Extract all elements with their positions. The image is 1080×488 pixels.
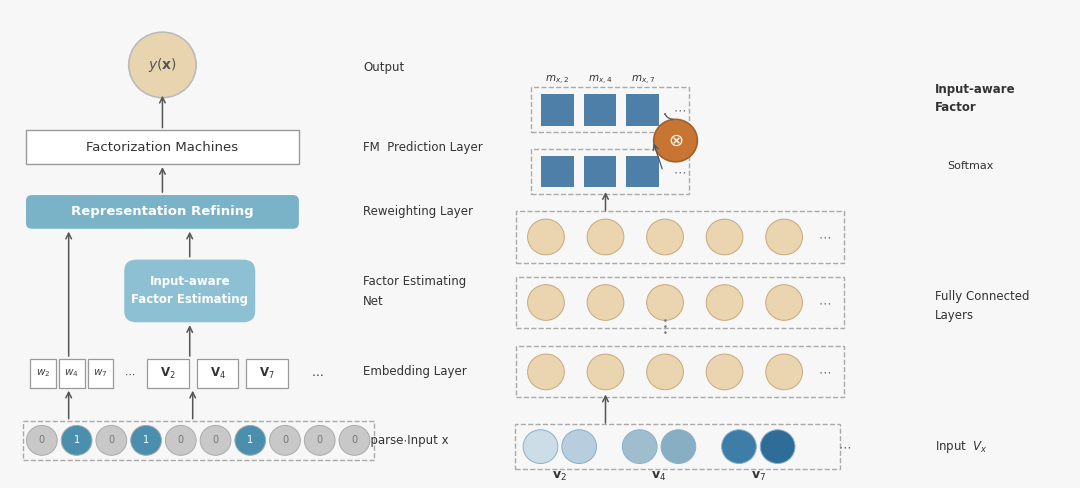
FancyBboxPatch shape bbox=[87, 359, 113, 388]
Text: 1: 1 bbox=[73, 435, 80, 446]
Text: $m_{x,4}$: $m_{x,4}$ bbox=[588, 74, 612, 87]
Circle shape bbox=[129, 32, 197, 98]
Text: $\cdots$: $\cdots$ bbox=[123, 368, 135, 378]
Circle shape bbox=[622, 430, 657, 464]
Text: $\mathbf{v}_7$: $\mathbf{v}_7$ bbox=[751, 470, 766, 483]
Text: $\mathbf{v}_4$: $\mathbf{v}_4$ bbox=[651, 470, 666, 483]
Circle shape bbox=[131, 426, 161, 455]
Text: $\cdots$: $\cdots$ bbox=[394, 434, 407, 447]
Circle shape bbox=[588, 354, 624, 390]
Text: $\cdots$: $\cdots$ bbox=[311, 367, 323, 380]
Text: Sparse Input x: Sparse Input x bbox=[363, 434, 449, 447]
Text: FM  Prediction Layer: FM Prediction Layer bbox=[363, 141, 483, 154]
Text: Reweighting Layer: Reweighting Layer bbox=[363, 205, 473, 219]
Circle shape bbox=[270, 426, 300, 455]
Circle shape bbox=[661, 430, 696, 464]
Circle shape bbox=[766, 354, 802, 390]
Circle shape bbox=[706, 219, 743, 255]
Text: $\cdots$: $\cdots$ bbox=[819, 296, 832, 309]
FancyBboxPatch shape bbox=[58, 359, 84, 388]
Text: $\cdots$: $\cdots$ bbox=[819, 366, 832, 378]
FancyBboxPatch shape bbox=[246, 359, 288, 388]
Text: $\otimes$: $\otimes$ bbox=[667, 132, 684, 149]
Text: $\cdots$: $\cdots$ bbox=[673, 103, 686, 116]
Circle shape bbox=[200, 426, 231, 455]
Text: 1: 1 bbox=[247, 435, 254, 446]
Circle shape bbox=[528, 354, 565, 390]
Text: 0: 0 bbox=[316, 435, 323, 446]
Text: $w_2$: $w_2$ bbox=[36, 367, 50, 379]
Circle shape bbox=[588, 219, 624, 255]
Circle shape bbox=[27, 426, 57, 455]
Text: $m_{x,2}$: $m_{x,2}$ bbox=[545, 74, 569, 87]
Text: $y(\mathbf{x})$: $y(\mathbf{x})$ bbox=[148, 56, 177, 74]
Circle shape bbox=[706, 285, 743, 320]
FancyBboxPatch shape bbox=[541, 94, 573, 125]
Text: $w_7$: $w_7$ bbox=[93, 367, 108, 379]
Text: 0: 0 bbox=[108, 435, 114, 446]
Circle shape bbox=[234, 426, 266, 455]
Circle shape bbox=[528, 219, 565, 255]
Text: $m_{x,7}$: $m_{x,7}$ bbox=[631, 74, 654, 87]
Text: Embedding Layer: Embedding Layer bbox=[363, 366, 468, 378]
Text: Input-aware
Factor Estimating: Input-aware Factor Estimating bbox=[132, 275, 248, 306]
Text: $\mathbf{V}_2$: $\mathbf{V}_2$ bbox=[160, 366, 176, 381]
Circle shape bbox=[588, 285, 624, 320]
Circle shape bbox=[528, 285, 565, 320]
Text: 0: 0 bbox=[39, 435, 45, 446]
Text: $\mathbf{v}_2$: $\mathbf{v}_2$ bbox=[552, 470, 567, 483]
Text: Fully Connected
Layers: Fully Connected Layers bbox=[935, 290, 1029, 322]
Circle shape bbox=[760, 430, 795, 464]
FancyBboxPatch shape bbox=[30, 359, 56, 388]
Text: •: • bbox=[663, 317, 667, 326]
Circle shape bbox=[766, 285, 802, 320]
Circle shape bbox=[766, 219, 802, 255]
Circle shape bbox=[653, 120, 698, 162]
Circle shape bbox=[305, 426, 335, 455]
Text: $\mathbf{V}_7$: $\mathbf{V}_7$ bbox=[259, 366, 275, 381]
Text: 0: 0 bbox=[351, 435, 357, 446]
Text: $\mathbf{V}_4$: $\mathbf{V}_4$ bbox=[210, 366, 226, 381]
Text: Softmax: Softmax bbox=[947, 161, 994, 171]
Text: Representation Refining: Representation Refining bbox=[71, 205, 254, 219]
FancyBboxPatch shape bbox=[626, 156, 659, 187]
Text: Factor Estimating
Net: Factor Estimating Net bbox=[363, 275, 467, 308]
FancyBboxPatch shape bbox=[26, 195, 299, 229]
Text: $\cdots$: $\cdots$ bbox=[673, 165, 686, 178]
Text: Output: Output bbox=[363, 61, 405, 74]
Circle shape bbox=[523, 430, 558, 464]
Text: 0: 0 bbox=[282, 435, 288, 446]
Text: 0: 0 bbox=[178, 435, 184, 446]
FancyBboxPatch shape bbox=[124, 260, 255, 322]
Circle shape bbox=[721, 430, 756, 464]
Circle shape bbox=[62, 426, 92, 455]
FancyBboxPatch shape bbox=[626, 94, 659, 125]
Circle shape bbox=[96, 426, 126, 455]
FancyBboxPatch shape bbox=[197, 359, 239, 388]
FancyBboxPatch shape bbox=[583, 94, 617, 125]
Circle shape bbox=[339, 426, 369, 455]
Text: 1: 1 bbox=[143, 435, 149, 446]
Text: •: • bbox=[663, 323, 667, 332]
Text: Input  $V_x$: Input $V_x$ bbox=[935, 439, 988, 455]
FancyBboxPatch shape bbox=[541, 156, 573, 187]
Circle shape bbox=[647, 354, 684, 390]
Text: •: • bbox=[663, 329, 667, 338]
Text: 0: 0 bbox=[213, 435, 218, 446]
Text: $w_4$: $w_4$ bbox=[65, 367, 79, 379]
Circle shape bbox=[562, 430, 596, 464]
Text: Factorization Machines: Factorization Machines bbox=[86, 141, 239, 154]
Text: $\cdots$: $\cdots$ bbox=[838, 440, 851, 453]
Text: $\cdots$: $\cdots$ bbox=[819, 230, 832, 244]
Circle shape bbox=[647, 219, 684, 255]
Circle shape bbox=[706, 354, 743, 390]
Circle shape bbox=[647, 285, 684, 320]
FancyArrowPatch shape bbox=[665, 114, 673, 119]
Text: Input-aware
Factor: Input-aware Factor bbox=[935, 83, 1015, 114]
FancyBboxPatch shape bbox=[583, 156, 617, 187]
FancyBboxPatch shape bbox=[26, 130, 299, 164]
Circle shape bbox=[165, 426, 197, 455]
FancyBboxPatch shape bbox=[147, 359, 189, 388]
